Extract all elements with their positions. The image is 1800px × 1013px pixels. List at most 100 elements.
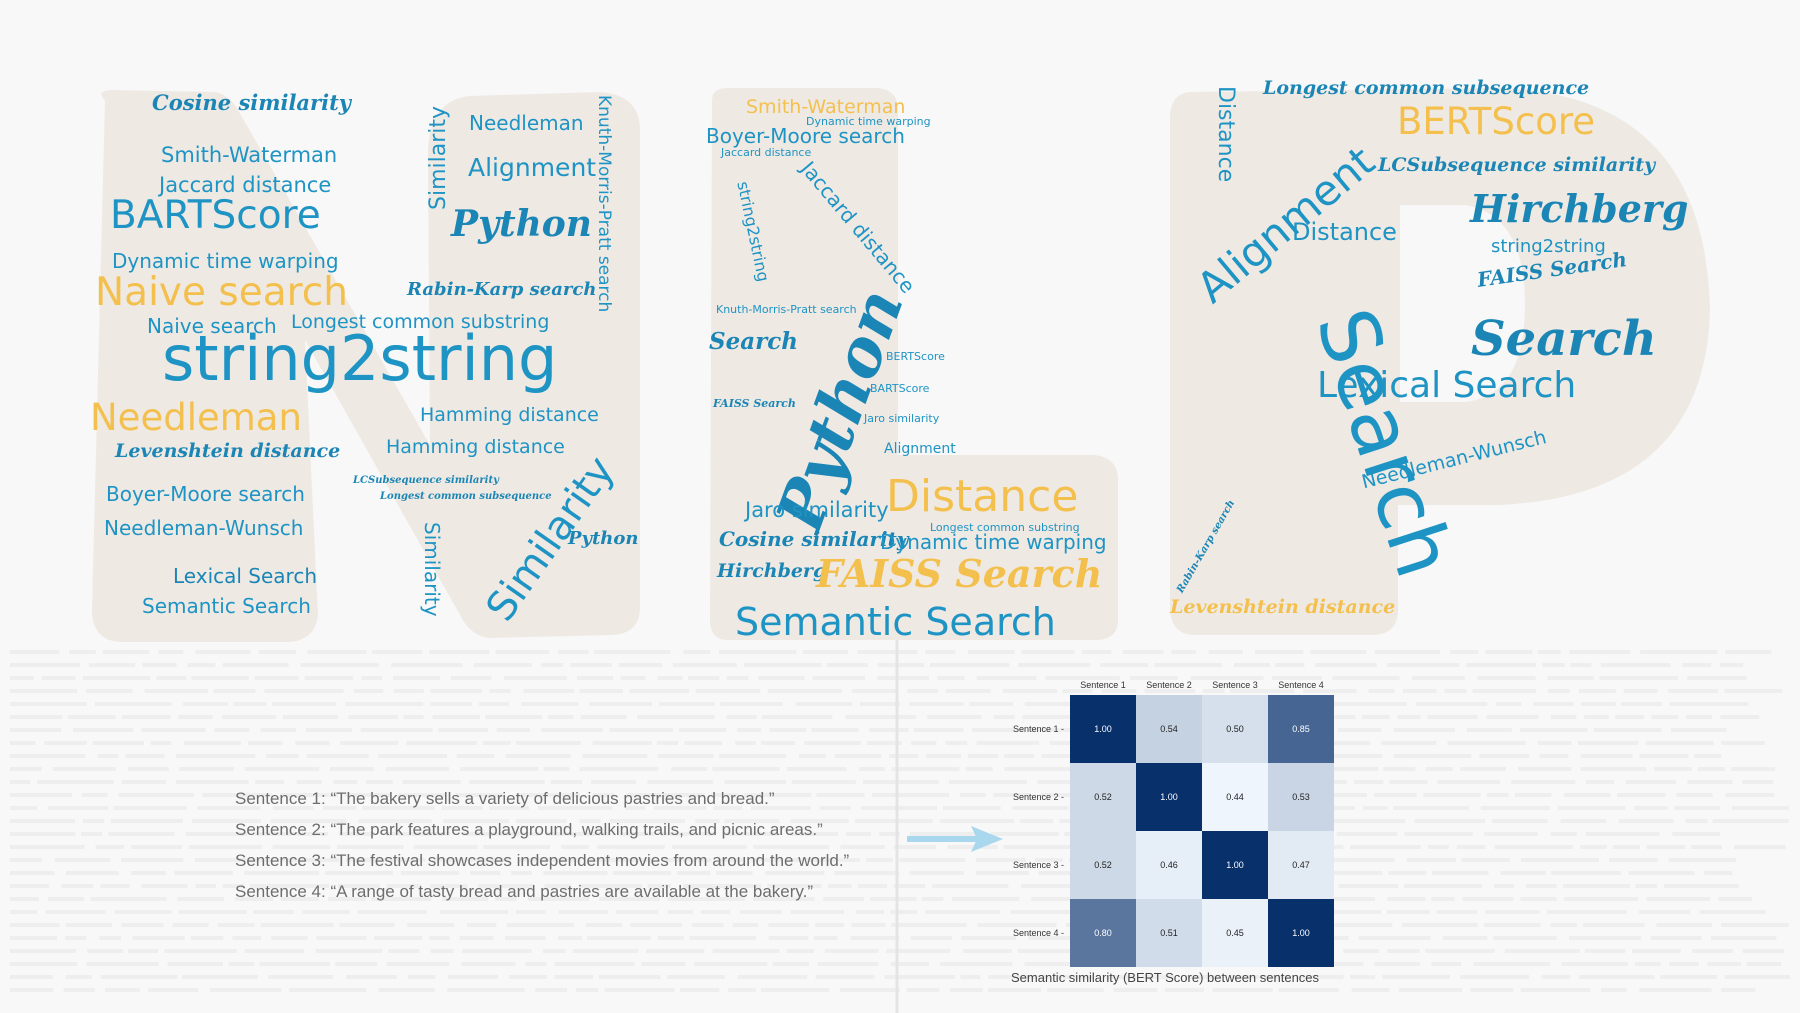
heatmap-cell [1070,831,1136,899]
heatmap-y-label: Sentence 1 - [1013,724,1064,734]
wc-l-word: FAISS Search [713,397,796,410]
heatmap-cell [1202,831,1268,899]
wc-n-word: Hamming distance [420,404,599,426]
wc-n-word: Hamming distance [386,436,565,458]
wc-n-word: Naive search [147,314,277,338]
wc-n-word: Lexical Search [173,564,318,588]
heatmap-cell-value: 0.52 [1094,860,1112,870]
heatmap-cell-value: 1.00 [1226,860,1244,870]
heatmap-y-label: Sentence 4 - [1013,928,1064,938]
wc-n-word: Needleman-Wunsch [104,516,304,540]
heatmap-cell [1268,763,1334,831]
sentence-4: Sentence 4: “A range of tasty bread and … [235,882,814,901]
heatmap-cell-value: 0.51 [1160,928,1178,938]
wc-p-word: BERTScore [1397,100,1596,143]
wc-n-word: Needleman [469,111,584,135]
wc-p-word: Lexical Search [1317,365,1577,406]
wc-n-word: Python [451,203,592,245]
wc-l-word: Search [709,328,798,355]
wc-l-word: BERTScore [886,350,945,363]
wc-l-word: Longest common substring [930,521,1080,534]
wc-l-word: FAISS Search [816,551,1103,596]
wc-n-word: Alignment [468,153,597,182]
wc-n-word: Dynamic time warping [112,249,339,273]
wc-n-word: string2string [162,322,558,395]
heatmap-cell [1070,899,1136,967]
wc-n-word: Longest common substring [291,311,550,333]
letter-p-shape [1170,88,1710,635]
wc-l-word: Hirchberg [717,560,827,582]
wc-n-word: Naive search [95,270,348,315]
heatmap-cell-value: 1.00 [1094,724,1112,734]
heatmap-cell-value: 0.53 [1292,792,1310,802]
wc-p-word: Search [1471,311,1657,367]
heatmap-y-label: Sentence 3 - [1013,860,1064,870]
wc-p-word: LCSubsequence similarity [1378,154,1656,176]
wc-n-word: Similarity [420,522,444,617]
wc-n-word: LCSubsequence similarity [353,475,499,486]
wc-p-word: string2string [1491,236,1606,257]
wc-l-word: Boyer-Moore search [706,124,905,148]
heatmap-cell-value: 0.47 [1292,860,1310,870]
heatmap-cell [1268,695,1334,763]
wc-n-word: Python [568,528,639,549]
wc-p-word: Hirchberg [1470,186,1689,231]
heatmap-cell-value: 0.44 [1226,792,1244,802]
wc-l-word: Alignment [884,441,956,457]
heatmap-cell [1136,899,1202,967]
heatmap-cell-value: 0.45 [1226,928,1244,938]
wc-l-word: Distance [886,471,1079,522]
heatmap-cell-value: 0.50 [1226,724,1244,734]
wc-p-word: Levenshtein distance [1170,596,1396,618]
heatmap-cell [1268,899,1334,967]
sentence-2: Sentence 2: “The park features a playgro… [235,820,823,839]
heatmap-cell [1268,831,1334,899]
wc-n-word: Jaccard distance [159,173,332,197]
heatmap-cell [1070,695,1136,763]
heatmap-cell [1202,763,1268,831]
wc-n-word: Smith-Waterman [161,143,338,167]
arrow-right-icon [907,826,1003,852]
wc-n-word: Longest common subsequence [380,491,552,502]
heatmap-cell [1202,899,1268,967]
heatmap-cell [1136,695,1202,763]
heatmap-cell-value: 1.00 [1160,792,1178,802]
heatmap-chart: Sentence 1 Sentence 2 Sentence 3 Sentence 4… [1013,680,1334,967]
wc-p-word: Distance [1213,86,1238,183]
heatmap-cell [1202,695,1268,763]
wc-n-word: Levenshtein distance [115,440,341,462]
sentence-1: Sentence 1: “The bakery sells a variety … [235,789,775,808]
wc-l-word: Jaccard distance [721,146,812,159]
sentence-3: Sentence 3: “The festival showcases inde… [235,851,850,870]
wc-n-word: Similarity [426,105,451,210]
heatmap-cell-value: 0.80 [1094,928,1112,938]
wc-l-word: BARTScore [870,382,930,395]
heatmap-x-label: Sentence 4 [1278,680,1324,690]
heatmap-cell-value: 0.52 [1094,792,1112,802]
heatmap-cell [1070,763,1136,831]
heatmap-cell [1136,763,1202,831]
wc-p-word: Longest common subsequence [1263,77,1590,99]
wc-l-word: Dynamic time warping [880,530,1107,554]
heatmap-cell-value: 0.46 [1160,860,1178,870]
wc-n-word: Boyer-Moore search [106,482,305,506]
heatmap-cell [1136,831,1202,899]
wc-n-word: Needleman [90,396,302,439]
wc-l-word: Cosine similarity [719,527,909,551]
heatmap-y-label: Sentence 2 - [1013,792,1064,802]
wc-l-word: Dynamic time warping [806,115,931,128]
heatmap-x-label: Sentence 3 [1212,680,1258,690]
heatmap-x-label: Sentence 1 [1080,680,1126,690]
wc-p-word: Distance [1292,218,1397,246]
sentence-list: Sentence 1: “The bakery sells a variety … [235,783,849,907]
wc-n-word: Knuth-Morris-Pratt search [594,95,614,313]
wc-l-word: Smith-Waterman [746,96,906,118]
letter-n-shape [92,90,640,642]
wc-l-word: Semantic Search [735,600,1056,644]
wc-n-word: Cosine similarity [152,90,351,115]
wc-l-word: Jaro similarity [864,412,940,425]
wc-l-word: Jaro similarity [745,498,889,522]
heatmap-cell-value: 0.85 [1292,724,1310,734]
wc-n-word: BARTScore [110,193,321,238]
letter-l-shape [710,88,1118,640]
